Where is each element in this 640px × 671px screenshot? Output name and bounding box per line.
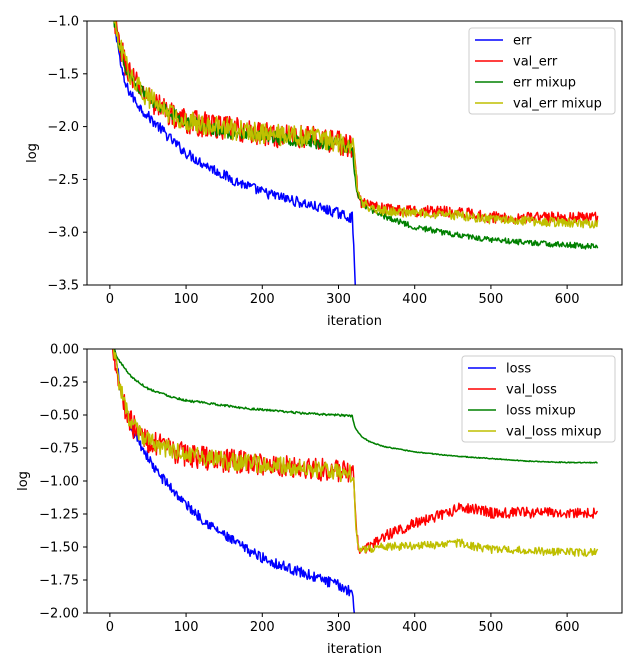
y-tick-label: −0.75 (39, 442, 79, 457)
legend-label: val_err (513, 55, 558, 70)
y-tick-label: −3.0 (47, 226, 79, 241)
legend-label: val_loss (506, 383, 557, 398)
y-tick-label: −3.5 (47, 279, 79, 294)
y-tick-label: −2.0 (47, 120, 79, 135)
series-line-val-err-mixup (113, 21, 599, 229)
x-tick-label: 600 (555, 292, 580, 307)
y-tick-label: −1.0 (47, 15, 79, 30)
x-tick-label: 200 (250, 620, 275, 635)
y-tick-label: −2.00 (39, 607, 79, 622)
x-tick-label: 600 (555, 620, 580, 635)
series-line-val-loss-mixup (112, 349, 599, 558)
legend-label: val_err mixup (513, 97, 602, 112)
top-chart: 0 100 200 300 400 500 600 −3.5 −3.0 −2.5 −2.0 −1.5 −… (25, 15, 623, 329)
x-tick-label: 100 (174, 620, 199, 635)
y-tick-label: −2.5 (47, 173, 79, 188)
x-tick-label: 300 (326, 620, 351, 635)
y-tick-label: −1.00 (39, 475, 79, 490)
x-axis-label: iteration (327, 314, 382, 329)
x-tick-label: 400 (402, 292, 427, 307)
x-tick-label: 200 (250, 292, 275, 307)
legend-box (461, 355, 616, 443)
y-tick-label: −0.50 (39, 409, 79, 424)
series-line-loss-mixup (113, 349, 598, 464)
axes-frame (86, 20, 623, 286)
x-tick-label: 0 (106, 292, 114, 307)
x-tick-label: 100 (174, 292, 199, 307)
series-group (113, 21, 599, 285)
x-tick-label: 400 (402, 620, 427, 635)
legend-label: loss mixup (506, 404, 576, 419)
y-tick-label: −1.25 (39, 508, 79, 523)
x-tick-label: 0 (106, 620, 114, 635)
y-tick-label: −1.50 (39, 541, 79, 556)
x-tick-label: 500 (479, 620, 504, 635)
y-tick-label: 0.00 (50, 343, 79, 358)
legend-label: val_loss mixup (506, 425, 601, 440)
legend-label: err (513, 34, 532, 49)
x-tick-label: 500 (479, 292, 504, 307)
y-axis-label: log (25, 143, 40, 163)
bottom-chart: 0 100 200 300 400 500 600 −2.00 −1.75 −1.50 −1.25 −… (16, 343, 623, 657)
x-axis-label: iteration (327, 642, 382, 657)
legend-label: err mixup (513, 76, 576, 91)
series-group (111, 349, 599, 613)
y-tick-label: −0.25 (39, 376, 79, 391)
y-tick-label: −1.5 (47, 67, 79, 82)
series-line-err (113, 21, 356, 285)
series-line-loss (113, 349, 356, 613)
legend-label: loss (506, 362, 531, 377)
y-axis-label: log (16, 471, 31, 491)
legend-box (468, 27, 616, 115)
y-tick-label: −1.75 (39, 574, 79, 589)
x-tick-label: 300 (326, 292, 351, 307)
